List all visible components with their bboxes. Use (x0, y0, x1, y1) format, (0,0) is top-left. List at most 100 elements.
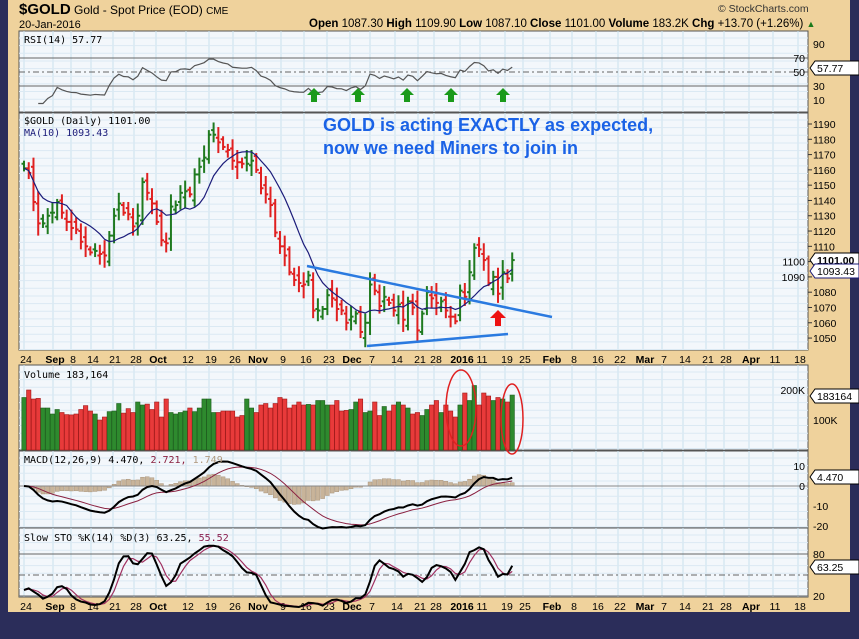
volume-bar (272, 403, 278, 451)
price-bar (263, 175, 269, 204)
price-bar (201, 145, 207, 173)
volume-bar (140, 404, 146, 451)
volume-bar (391, 404, 397, 451)
x-tick-label: 23 (323, 354, 335, 366)
price-bar (64, 209, 70, 232)
macd-histogram-bar (154, 480, 159, 487)
volume-bar (187, 407, 193, 451)
price-bar (158, 209, 164, 247)
price-bar (154, 200, 160, 225)
macd-histogram-bar (64, 485, 69, 492)
volume-bar (348, 409, 354, 451)
volume-bar (405, 407, 411, 451)
x-tick-label: 8 (70, 601, 76, 613)
x-tick-label: Feb (543, 601, 562, 613)
volume-bar (301, 404, 307, 451)
price-bar (471, 243, 477, 280)
x-tick-label: Sep (45, 601, 64, 613)
macd-histogram-bar (263, 485, 268, 494)
volume-bar (372, 401, 378, 451)
volume-bar (296, 401, 302, 451)
macd-histogram-bar (92, 485, 98, 492)
price-bar (144, 172, 150, 201)
price-bar (495, 267, 501, 303)
macd-axis-label: 10 (793, 461, 805, 473)
volume-bar (106, 411, 112, 451)
volume-bar (225, 410, 231, 451)
price-bar (286, 246, 292, 276)
rsi-axis-label: 90 (813, 39, 825, 51)
price-bar (125, 201, 131, 221)
macd-histogram-bar (78, 485, 84, 492)
x-tick-label: 16 (300, 601, 312, 613)
price-bar (282, 235, 288, 267)
price-bar (391, 293, 397, 317)
macd-histogram-bar (396, 479, 401, 487)
volume-bar (424, 409, 430, 451)
volume-bar (201, 398, 207, 451)
high-label: High (386, 18, 412, 30)
macd-histogram-bar (216, 474, 221, 487)
ma-value-tag-text: 1093.43 (817, 266, 855, 278)
volume-bar (220, 410, 226, 451)
price-bar (45, 208, 51, 235)
macd-title_prefix: MACD(12,26,9) (24, 455, 108, 466)
price-bar (135, 203, 141, 236)
green-up-arrow-icon (496, 88, 510, 102)
price-axis-label: 1070 (813, 302, 837, 314)
price-bar (168, 194, 174, 251)
volume-bar (305, 404, 311, 451)
x-tick-label: 18 (794, 354, 806, 366)
volume-bar (92, 413, 98, 451)
macd-histogram-bar (206, 474, 212, 487)
ma-value-tag-box (809, 263, 859, 279)
volume-bar (395, 401, 401, 451)
macd-value-tag-text: 4.470 (817, 472, 843, 484)
volume-bar (144, 403, 150, 451)
x-tick-label: 18 (794, 601, 806, 613)
x-tick-label: 21 (414, 354, 426, 366)
price-bar (414, 290, 420, 342)
volume-bar (267, 407, 273, 451)
x-tick-label: 11 (770, 354, 781, 366)
price-bar (500, 260, 506, 300)
macd-histogram-bar (325, 485, 330, 496)
macd-histogram-bar (83, 485, 88, 492)
volume-bar (30, 398, 36, 451)
x-tick-label: 25 (519, 354, 531, 366)
price-bar (239, 157, 245, 169)
price-bar (490, 270, 496, 296)
volume-bar (329, 404, 335, 451)
price-bar (386, 296, 392, 306)
x-tick-label: 14 (87, 354, 99, 366)
price-axis-label: 1130 (813, 211, 836, 223)
x-tick-label: 9 (280, 601, 286, 613)
x-tick-label: 8 (571, 601, 577, 613)
x-tick-label: 28 (720, 354, 732, 366)
volume-title: Volume 183,164 (24, 370, 108, 381)
macd-histogram-bar (457, 481, 463, 487)
volume-bar (215, 412, 221, 451)
price-axis-label: 1100 (782, 257, 805, 269)
price-bar (395, 295, 401, 325)
price-bar (362, 313, 368, 348)
macd-histogram-bar (69, 485, 74, 492)
macd-macd: 4.470, (108, 455, 150, 466)
x-tick-label: Nov (248, 601, 268, 613)
volume-bar (282, 398, 288, 451)
volume-bar (59, 412, 65, 451)
price-bar (410, 293, 416, 316)
volume-bar (149, 409, 155, 451)
volume-bar (376, 415, 382, 451)
macd-histogram-bar (434, 479, 439, 487)
volume-bar (68, 414, 74, 451)
price-bar (215, 127, 221, 154)
x-tick-label: 21 (109, 601, 121, 613)
macd-histogram-bar (415, 482, 420, 487)
volume-bar (471, 385, 477, 451)
rsi-axis-label: 10 (813, 95, 825, 107)
quote-bar: Open 1087.30 High 1109.90 Low 1087.10 Cl… (309, 18, 815, 30)
volume-bar (362, 412, 368, 451)
macd-histogram-bar (130, 479, 136, 487)
